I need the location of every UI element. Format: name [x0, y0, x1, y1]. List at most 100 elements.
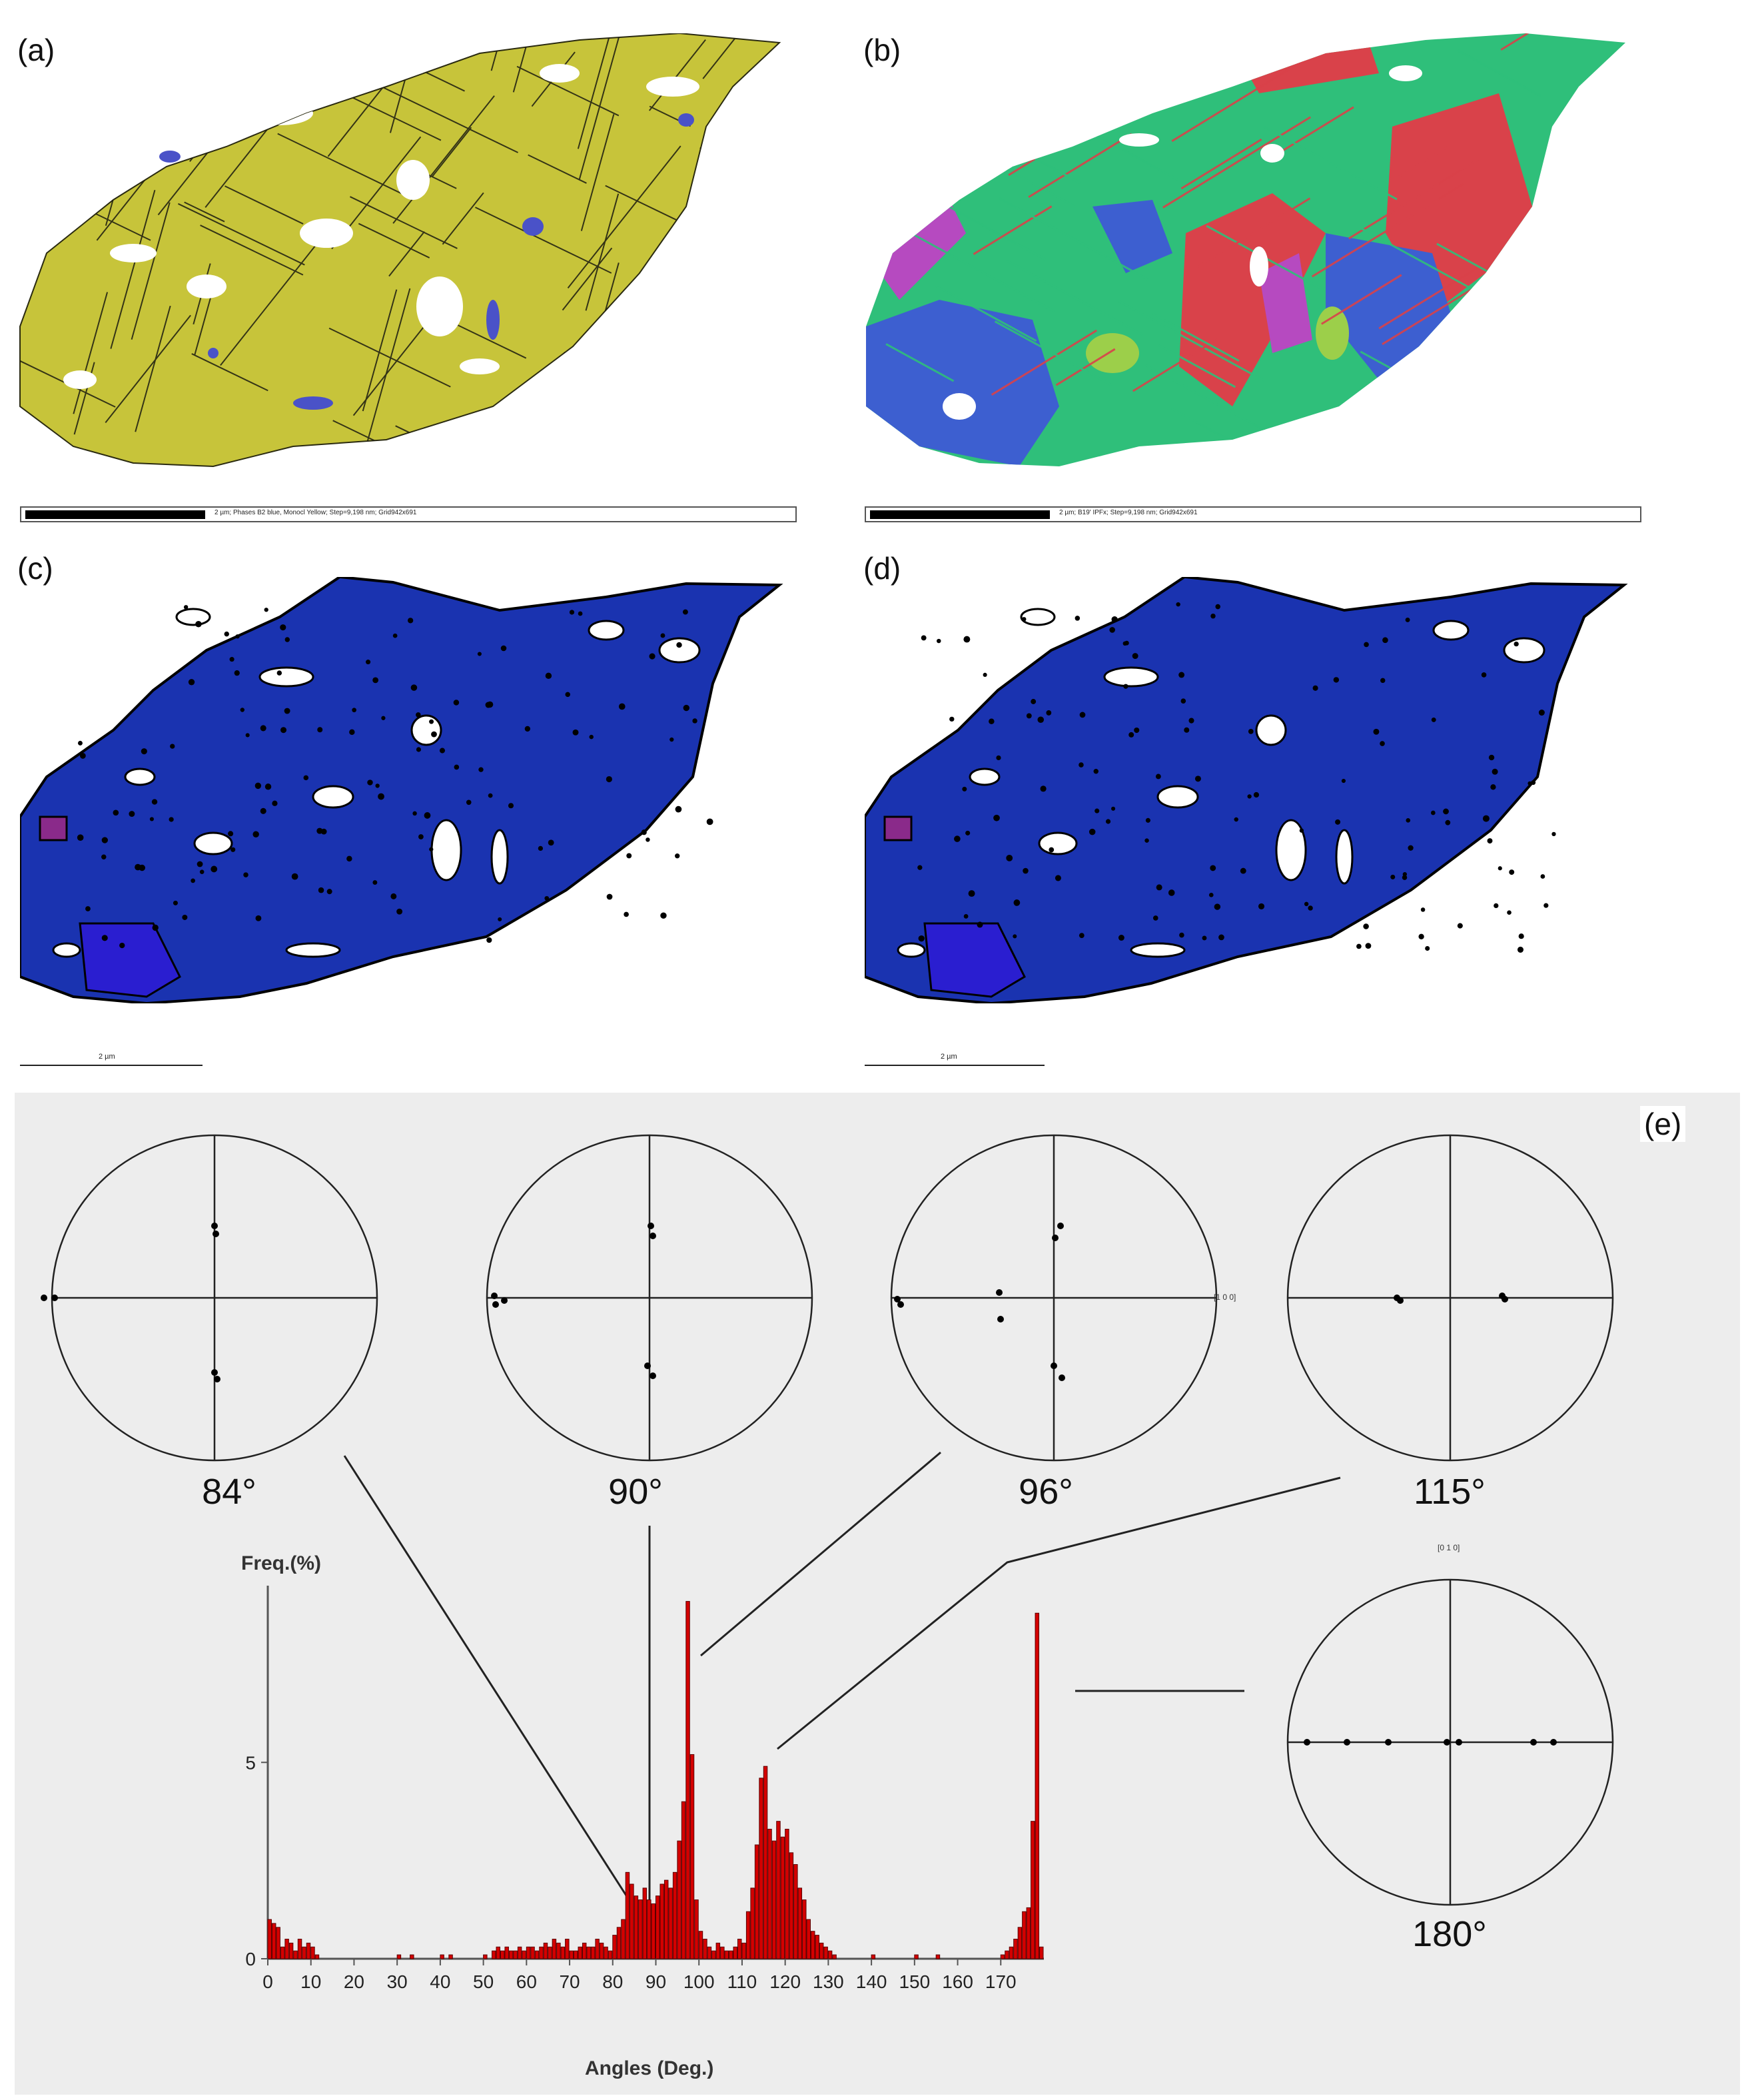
boundary-dot — [195, 620, 202, 628]
boundary-dot — [1431, 717, 1436, 722]
twin-line — [567, 145, 681, 289]
pole-point — [996, 1289, 1003, 1296]
boundary-dot — [1551, 831, 1556, 837]
histogram-bar — [759, 1778, 763, 1959]
boundary-dot — [1308, 905, 1313, 911]
pole-figures — [41, 1134, 1614, 1932]
twin-line — [131, 202, 171, 340]
boundary-dot — [917, 865, 923, 870]
boundary-dot — [1093, 768, 1098, 774]
boundary-dot — [963, 636, 971, 643]
boundary-dot — [252, 831, 259, 837]
boundary-dot — [1026, 713, 1032, 719]
histogram-bar — [513, 1950, 518, 1959]
pole-point — [650, 1233, 656, 1239]
twin-line — [1535, 210, 1605, 249]
pole-point — [897, 1301, 904, 1308]
boundary-dot — [303, 775, 309, 781]
twin-line — [1359, 227, 1490, 299]
twin-line — [1301, 33, 1357, 50]
twin-line — [891, 33, 1048, 79]
boundary-dot — [317, 727, 323, 733]
boundary-dot — [646, 837, 650, 842]
histogram-bar — [771, 1840, 777, 1959]
boundary-dot — [1109, 627, 1115, 633]
twin-line — [771, 152, 779, 309]
boundary-dot — [675, 853, 680, 859]
pf-angle-180: 180° — [1412, 1914, 1487, 1954]
pole-figure — [890, 1134, 1218, 1462]
histogram-bar — [741, 1942, 746, 1959]
histogram-bar — [504, 1946, 509, 1959]
twin-line — [350, 196, 458, 249]
boundary-dot — [1118, 935, 1124, 941]
twin-line — [1511, 229, 1622, 299]
twin-line — [578, 33, 628, 180]
histogram-bar — [780, 1836, 785, 1959]
twin-line — [927, 99, 1081, 184]
histogram-bar — [574, 1950, 578, 1959]
boundary-dot — [478, 767, 484, 772]
boundary-dot — [1425, 945, 1430, 951]
boundary-dot — [1214, 903, 1221, 910]
boundary-dot — [412, 811, 417, 816]
boundary-dot — [589, 734, 594, 740]
histogram-bar — [1013, 1939, 1018, 1959]
boundary-dot — [498, 917, 502, 921]
pole-figure — [1286, 1578, 1614, 1906]
boundary-dot — [1105, 819, 1111, 824]
pole-point — [41, 1295, 47, 1301]
boundary-dot — [211, 865, 218, 873]
twin-line — [388, 231, 425, 277]
histogram-bar — [672, 1871, 677, 1959]
histogram-bar — [681, 1801, 686, 1959]
histogram-bar — [621, 1919, 626, 1959]
boundary-dot — [1514, 641, 1519, 647]
boundary-dot — [996, 755, 1001, 761]
histogram-bar — [651, 1903, 656, 1959]
boundary-dot — [1418, 933, 1424, 939]
histogram-bar — [827, 1950, 833, 1959]
twin-line — [909, 231, 1055, 312]
y-tick-label: 5 — [245, 1752, 256, 1773]
histogram-bar — [703, 1939, 707, 1959]
twin-line — [1537, 364, 1625, 445]
boundary-dot — [152, 924, 159, 931]
x-tick-label: 0 — [262, 1971, 273, 1992]
boundary-dot — [1258, 903, 1265, 909]
x-tick-label: 80 — [602, 1971, 623, 1992]
twin-line — [1448, 306, 1507, 339]
twin-line — [1275, 106, 1354, 156]
boundary-dot — [1363, 923, 1369, 929]
boundary-dot — [1055, 875, 1061, 881]
boundary-dot — [572, 729, 579, 736]
pf-angle-96: 96° — [1019, 1472, 1073, 1512]
x-tick-label: 130 — [813, 1971, 844, 1992]
twin-line — [117, 104, 155, 123]
histogram-bar — [819, 1942, 824, 1959]
boundary-dot — [254, 782, 262, 789]
boundary-dot — [1134, 727, 1140, 734]
histogram-bar — [729, 1950, 733, 1959]
boundary-dot — [1006, 854, 1013, 861]
grain-map-d — [865, 577, 1628, 1003]
pf-angle-84: 84° — [202, 1472, 256, 1512]
x-tick-label: 160 — [942, 1971, 973, 1992]
boundary-dot — [1049, 847, 1055, 853]
histogram-bar — [500, 1950, 505, 1959]
scalebar-a: 2 µm; Phases B2 blue, Monocl Yellow; Ste… — [20, 506, 797, 522]
twin-line — [648, 39, 706, 111]
histogram-bar — [288, 1942, 294, 1959]
boundary-dot — [129, 811, 135, 817]
twin-line — [277, 133, 411, 199]
boundary-dot — [660, 912, 667, 919]
scalebar-bar — [25, 510, 205, 519]
pole-point — [1550, 1739, 1557, 1746]
boundary-dot — [1180, 698, 1186, 704]
x-tick-label: 30 — [387, 1971, 408, 1992]
histogram-bar — [565, 1939, 570, 1959]
histogram-bar — [754, 1844, 759, 1959]
boundary-dot — [1040, 786, 1047, 792]
histogram-bar — [656, 1895, 660, 1959]
boundary-dot — [416, 712, 421, 718]
